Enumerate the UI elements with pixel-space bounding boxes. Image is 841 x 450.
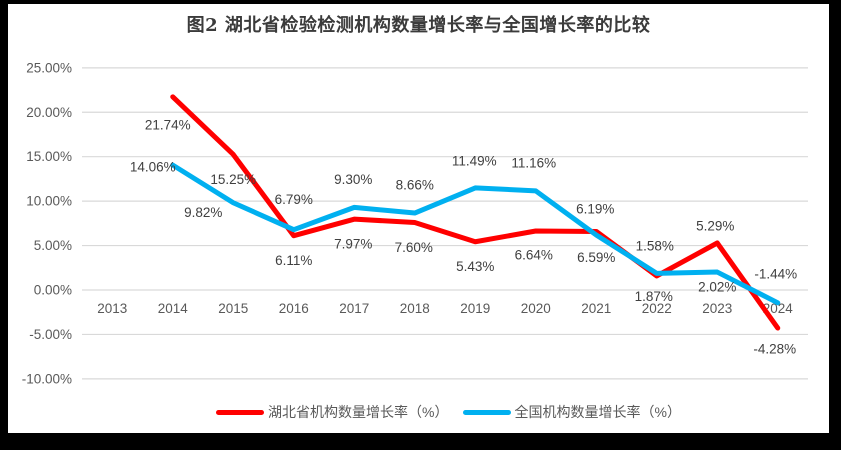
data-label: 7.97% [334, 237, 372, 252]
chart-canvas: 图2 湖北省检验检测机构数量增长率与全国增长率的比较 25.00% 20.00% 1… [8, 4, 829, 433]
x-tick-label: 2014 [158, 301, 189, 316]
data-label: 6.11% [275, 253, 312, 268]
data-label: 1.58% [636, 238, 674, 253]
x-tick-label: 2016 [279, 301, 309, 316]
data-label: 1.87% [635, 289, 673, 304]
data-label: 11.49% [452, 153, 497, 168]
data-label: 14.06% [130, 160, 176, 175]
data-label: 6.59% [577, 250, 615, 265]
legend-label-national: 全国机构数量增长率（%） [514, 404, 681, 420]
x-tick-label: 2015 [218, 301, 248, 316]
x-tick-label: 2023 [702, 301, 732, 316]
legend-item-national: 全国机构数量增长率（%） [462, 402, 681, 422]
x-tick-label: 2020 [521, 301, 551, 316]
y-tick-label: 15.00% [26, 149, 72, 164]
x-tick-label: 2021 [581, 301, 611, 316]
x-tick-label: 2018 [400, 301, 430, 316]
data-label: 5.43% [456, 259, 494, 274]
x-tick-label: 2017 [339, 301, 369, 316]
chart-title: 图2 湖北省检验检测机构数量增长率与全国增长率的比较 [186, 15, 651, 36]
data-label: 5.29% [696, 218, 734, 233]
data-label: 6.64% [515, 247, 553, 262]
data-label: 9.82% [184, 205, 222, 220]
series-line-1 [170, 162, 781, 306]
x-tick-label: 2024 [763, 301, 794, 316]
data-label: 21.74% [145, 117, 191, 132]
y-tick-label: 0.00% [34, 283, 72, 298]
y-tick-label: 20.00% [26, 105, 72, 120]
y-tick-label: 5.00% [34, 238, 72, 253]
data-label: 11.16% [511, 155, 556, 170]
y-tick-label: -5.00% [29, 327, 72, 342]
x-tick-label: 2013 [97, 301, 127, 316]
y-tick-label: 25.00% [26, 60, 72, 75]
data-label: 7.60% [395, 240, 433, 255]
legend-label-hubei: 湖北省机构数量增长率（%） [268, 404, 449, 420]
data-label: 2.02% [698, 280, 736, 295]
data-label: -4.28% [753, 342, 796, 357]
x-tick-label: 2022 [642, 301, 672, 316]
data-label: 9.30% [334, 172, 372, 187]
plot-area: 25.00% 20.00% 15.00% 10.00% 5.00% 0.00% -5.00%… [22, 60, 808, 386]
y-tick-label: -10.00% [22, 371, 72, 386]
data-label: 8.66% [396, 178, 434, 193]
legend-item-hubei: 湖北省机构数量增长率（%） [216, 402, 449, 422]
data-label: 6.79% [275, 192, 313, 207]
legend-line-red-icon [216, 409, 265, 415]
x-tick-label: 2019 [460, 301, 490, 316]
data-label: 6.19% [576, 201, 614, 216]
y-tick-label: 10.00% [26, 194, 72, 209]
data-label: -1.44% [754, 266, 797, 281]
legend: 湖北省机构数量增长率（%） 全国机构数量增长率（%） [38, 402, 841, 422]
series-line-0 [170, 94, 781, 331]
legend-line-blue-icon [462, 409, 511, 415]
data-label: 15.25% [210, 172, 256, 187]
